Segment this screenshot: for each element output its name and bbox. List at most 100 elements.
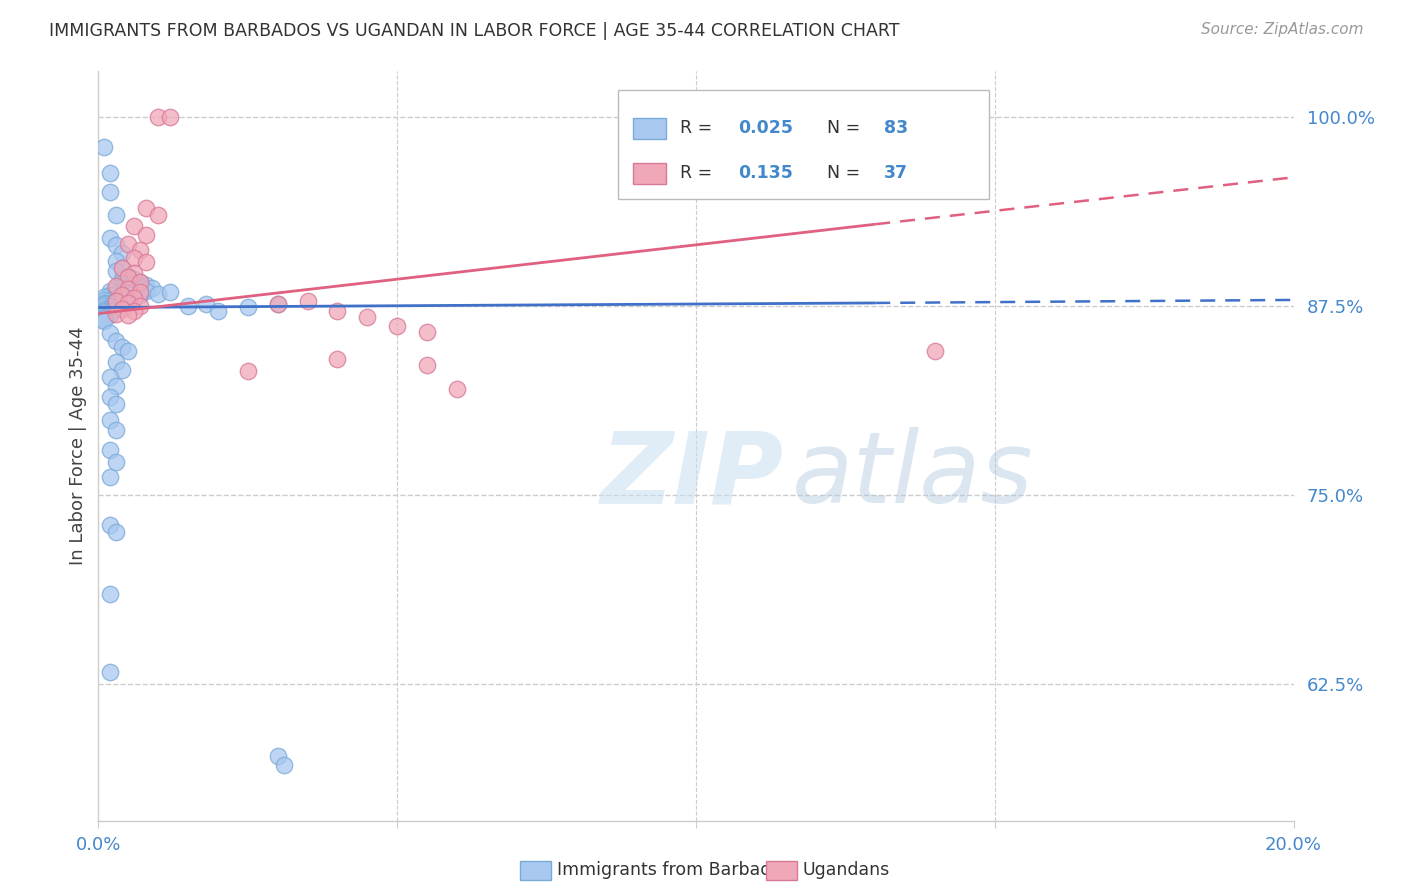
Point: [135, 227, 157, 242]
Point: [195, 297, 218, 311]
Point: [105, 294, 128, 309]
Point: [129, 275, 152, 289]
Point: [111, 301, 134, 316]
Point: [105, 307, 128, 321]
Point: [98, 586, 122, 600]
Point: [117, 268, 139, 283]
Point: [129, 299, 152, 313]
Point: [117, 294, 139, 309]
Point: [117, 270, 139, 285]
Point: [135, 284, 157, 298]
Y-axis label: In Labor Force | Age 35-44: In Labor Force | Age 35-44: [69, 326, 87, 566]
Text: 0.0%: 0.0%: [76, 836, 121, 854]
Point: [98, 301, 122, 316]
Point: [98, 442, 122, 457]
Point: [129, 279, 152, 293]
Point: [93, 296, 115, 310]
Point: [98, 296, 122, 310]
Point: [93, 293, 115, 307]
Point: [105, 281, 128, 295]
Point: [111, 296, 134, 310]
Point: [129, 275, 152, 289]
Point: [98, 284, 122, 298]
Text: Source: ZipAtlas.com: Source: ZipAtlas.com: [1201, 22, 1364, 37]
Point: [124, 277, 146, 291]
Point: [207, 303, 229, 318]
Point: [105, 455, 128, 469]
Text: 37: 37: [883, 163, 908, 181]
Point: [124, 251, 146, 265]
Point: [105, 208, 128, 222]
Text: atlas: atlas: [792, 427, 1033, 524]
Point: [93, 299, 115, 313]
Point: [326, 303, 349, 318]
FancyBboxPatch shape: [633, 118, 666, 139]
Point: [111, 293, 134, 307]
Point: [98, 293, 122, 307]
Point: [117, 344, 139, 359]
Point: [105, 292, 128, 306]
Point: [105, 279, 128, 293]
Text: 0.135: 0.135: [738, 163, 793, 181]
Point: [124, 266, 146, 280]
Point: [148, 286, 170, 301]
Point: [111, 271, 134, 285]
Text: Immigrants from Barbados: Immigrants from Barbados: [557, 861, 792, 879]
Point: [105, 294, 128, 309]
Text: ZIP: ZIP: [600, 427, 783, 524]
Point: [105, 286, 128, 301]
Point: [105, 397, 128, 411]
Point: [117, 282, 139, 296]
Point: [129, 285, 152, 300]
Point: [105, 524, 128, 539]
Point: [117, 286, 139, 301]
Point: [93, 290, 115, 304]
Point: [111, 246, 134, 260]
Point: [117, 275, 139, 289]
Point: [159, 285, 181, 300]
Point: [93, 312, 115, 326]
Point: [117, 292, 139, 306]
Point: [93, 307, 115, 321]
Point: [148, 208, 170, 222]
Point: [129, 243, 152, 257]
Point: [111, 282, 134, 296]
Point: [98, 370, 122, 384]
Point: [98, 470, 122, 484]
Point: [93, 305, 115, 319]
Point: [98, 665, 122, 680]
Point: [135, 201, 157, 215]
Point: [177, 299, 200, 313]
Text: R =: R =: [681, 163, 724, 181]
Point: [98, 412, 122, 426]
Point: [924, 344, 946, 359]
Point: [93, 301, 115, 316]
Point: [93, 140, 115, 154]
Point: [93, 311, 115, 326]
Point: [416, 358, 439, 372]
Point: [141, 281, 163, 295]
Point: [117, 296, 139, 310]
Text: 83: 83: [883, 119, 908, 136]
Point: [273, 757, 295, 772]
Point: [98, 326, 122, 341]
Point: [98, 307, 122, 321]
Point: [93, 308, 115, 322]
Point: [105, 355, 128, 369]
Point: [267, 297, 290, 311]
Point: [124, 303, 146, 318]
Point: [236, 301, 259, 315]
Point: [98, 166, 122, 180]
FancyBboxPatch shape: [619, 90, 988, 199]
Point: [105, 423, 128, 437]
Point: [129, 288, 152, 302]
Point: [135, 255, 157, 269]
Point: [117, 281, 139, 295]
Text: R =: R =: [681, 119, 718, 136]
Point: [105, 238, 128, 252]
Point: [111, 277, 134, 291]
Point: [98, 390, 122, 404]
Point: [111, 285, 134, 300]
Point: [105, 264, 128, 278]
Point: [105, 297, 128, 311]
